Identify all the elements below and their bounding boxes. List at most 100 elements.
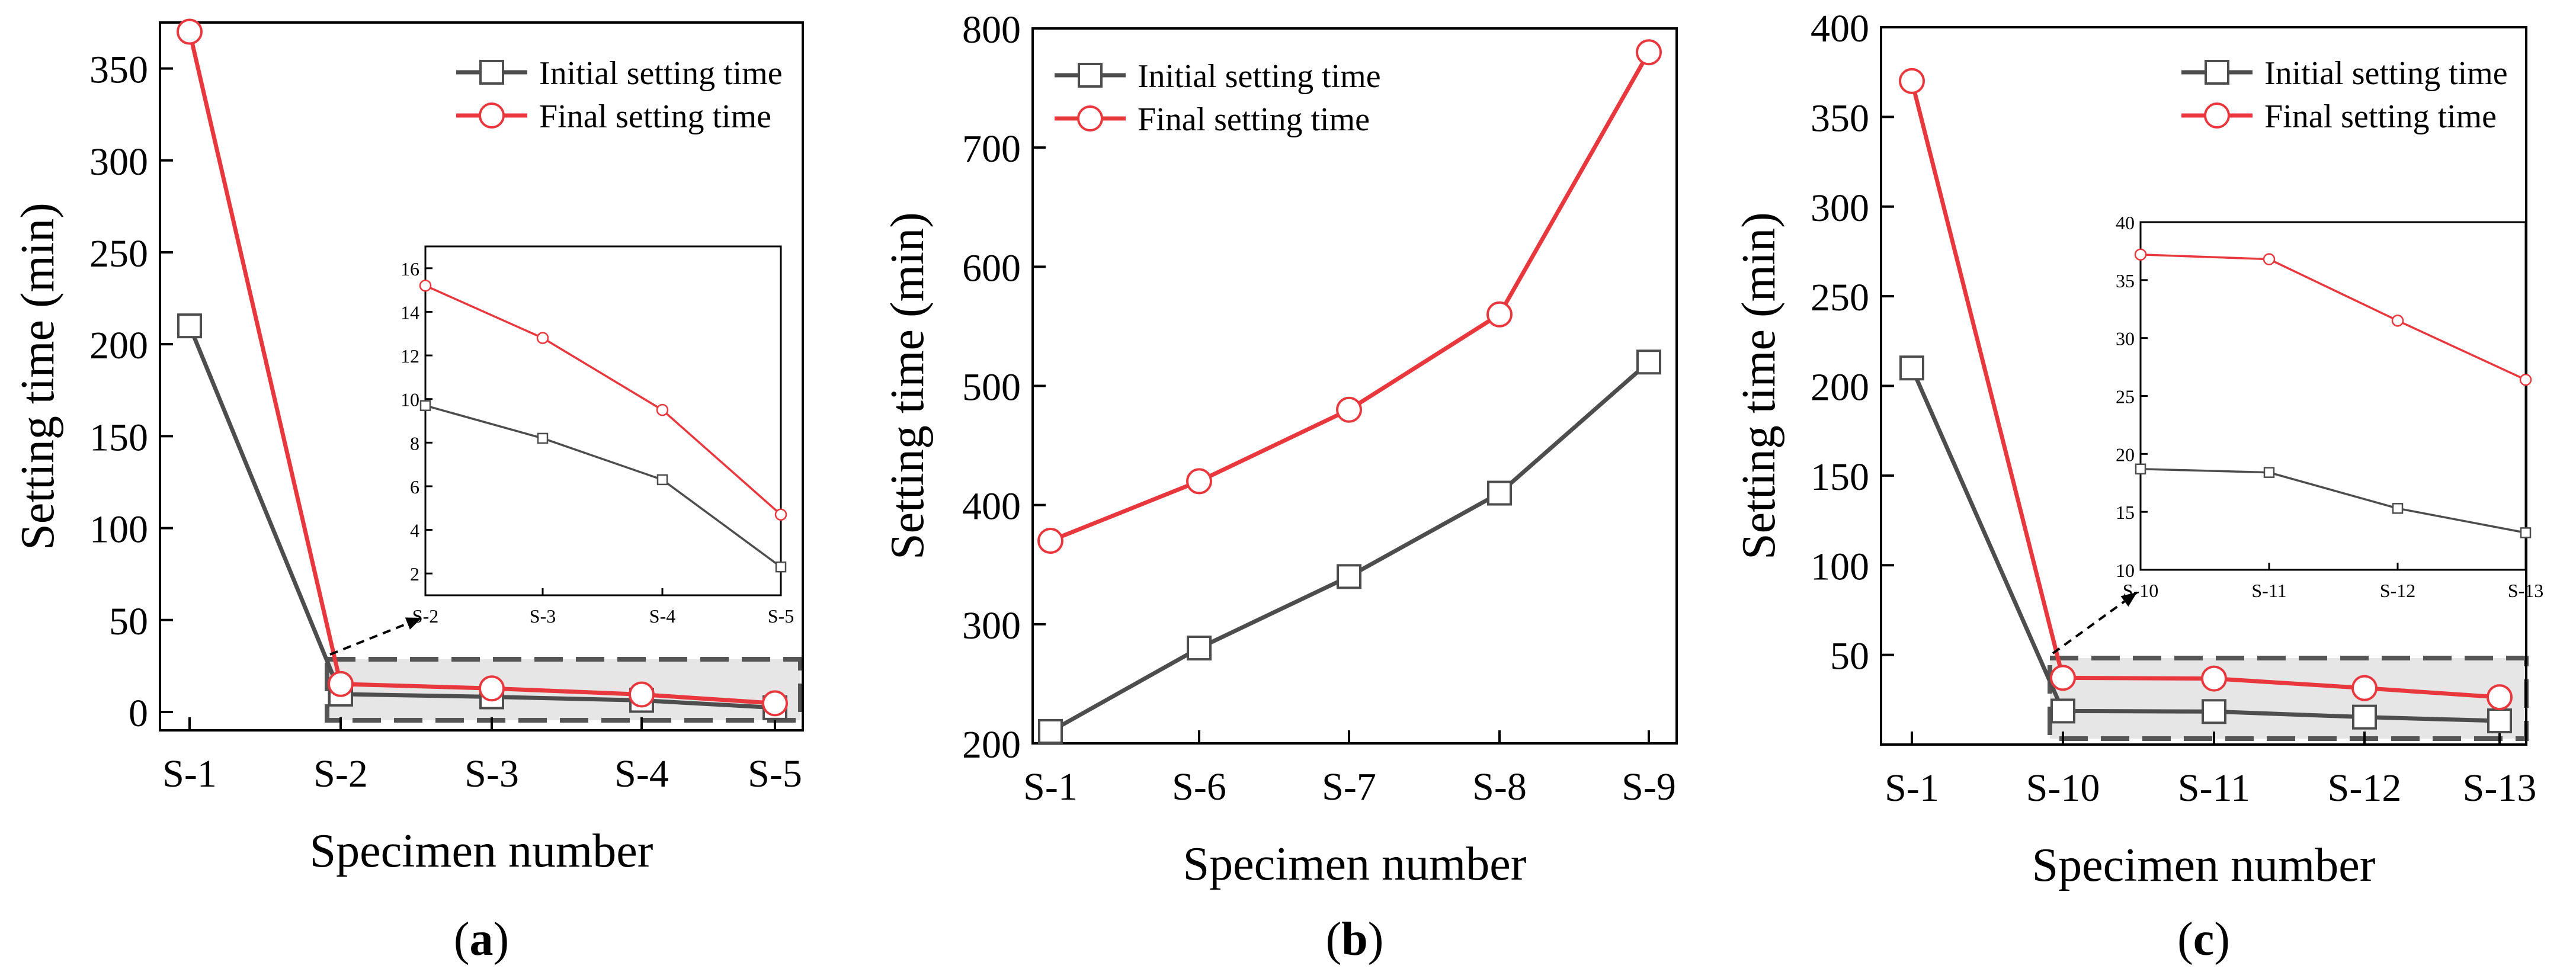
point-initial — [2050, 698, 2075, 724]
inset-y-tick-label: 6 — [410, 476, 419, 498]
y-tick-label: 700 — [962, 127, 1021, 171]
legend: Initial setting time Final setting time — [1055, 58, 1381, 138]
inset-y-tick-label: 10 — [401, 389, 419, 410]
x-axis-label: Specimen number — [310, 825, 653, 877]
x-tick-label: S-5 — [748, 752, 802, 795]
inset-point-initial — [775, 561, 787, 573]
inset-chart: 2 4 6 8 10 12 14 16 S-2 S-3 S-4 S-5 — [329, 245, 794, 656]
point-final — [479, 675, 505, 702]
inset-y-tick-label: 40 — [2116, 212, 2135, 233]
y-axis-label: Setting time (min) — [882, 212, 934, 560]
inset-x-tick-label: S-3 — [530, 605, 556, 627]
x-tick-label: S-10 — [2026, 766, 2100, 810]
chart-panel-a: 0 50 100 150 200 250 300 350 S-1 S-2 S-3 S-4 S-5 Spec… — [12, 18, 804, 965]
inset-y-tick-label: 16 — [401, 258, 419, 280]
x-axis-label: Specimen number — [1183, 838, 1527, 890]
chart-panel-b: 200 300 400 500 600 700 800 S-1 S-6 S-7 S-8 S-9 Spec… — [882, 8, 1678, 965]
panel-label: (a) — [454, 913, 509, 965]
point-initial — [1487, 480, 1512, 506]
inset-y-tick-label: 20 — [2116, 444, 2135, 465]
inset-point-initial — [2392, 503, 2404, 514]
y-tick-label: 0 — [129, 692, 148, 735]
y-axis-label: Setting time (min) — [12, 203, 64, 550]
y-tick-label: 300 — [89, 140, 148, 184]
point-final — [2487, 684, 2513, 711]
inset-point-initial — [656, 474, 668, 486]
x-tick-label: S-11 — [2178, 766, 2250, 810]
point-final — [2351, 675, 2378, 701]
panel-letter: b — [1341, 913, 1368, 965]
point-initial — [177, 313, 202, 339]
inset-point-initial — [2135, 463, 2146, 475]
inset-x-tick-label: S-12 — [2380, 580, 2415, 601]
zoom-arrow-head — [2120, 592, 2137, 607]
inset-point-final — [2391, 315, 2404, 327]
x-tick-label: S-8 — [1472, 765, 1527, 809]
legend-label: Initial setting time — [2264, 55, 2508, 92]
legend-marker-final — [2204, 102, 2230, 129]
y-tick-label: 250 — [89, 232, 148, 275]
legend-marker-final — [479, 102, 505, 129]
inset-frame — [424, 245, 782, 596]
legend-label: Final setting time — [2264, 98, 2497, 135]
y-tick-label: 300 — [1811, 187, 1869, 230]
inset-y-tick-label: 15 — [2116, 502, 2135, 523]
x-tick-label: S-1 — [1023, 765, 1078, 809]
x-tick-label: S-12 — [2328, 766, 2402, 810]
x-tick-label: S-1 — [1885, 766, 1939, 810]
y-tick-label: 800 — [962, 8, 1021, 52]
legend: Initial setting time Final setting time — [456, 55, 783, 135]
legend-marker-initial — [479, 60, 504, 85]
panel-letter: c — [2193, 913, 2215, 965]
inset-y-tick-label: 12 — [401, 345, 419, 367]
y-tick-label: 250 — [1811, 276, 1869, 319]
inset-series-line-final — [2140, 254, 2526, 381]
point-final — [1186, 468, 1212, 495]
point-final — [1899, 68, 1925, 94]
chart-panel-c: 50 100 150 200 250 300 350 400 S-1 S-10 S-11 S-12 S-… — [1733, 7, 2543, 965]
legend-marker-initial — [2205, 60, 2229, 85]
inset-x-tick-label: S-13 — [2508, 580, 2543, 601]
inset-point-final — [656, 403, 669, 416]
legend-marker-initial — [1078, 63, 1103, 88]
x-tick-label: S-3 — [464, 752, 519, 795]
legend-label: Initial setting time — [1138, 58, 1381, 95]
legend-marker-final — [1077, 105, 1103, 131]
y-tick-label: 300 — [962, 604, 1021, 647]
inset-series-line-final — [425, 284, 782, 516]
point-final — [1336, 396, 1362, 423]
x-tick-label: S-6 — [1172, 765, 1226, 809]
plot-frame — [159, 21, 804, 732]
inset-series-line-initial — [425, 405, 782, 568]
point-initial — [1636, 349, 1661, 375]
y-tick-label: 500 — [962, 366, 1021, 409]
y-tick-label: 350 — [89, 49, 148, 92]
legend-label: Initial setting time — [539, 55, 783, 92]
y-tick-label: 400 — [962, 485, 1021, 528]
legend-label: Final setting time — [539, 98, 771, 135]
x-tick-label: S-2 — [313, 752, 368, 795]
zoom-highlight-box — [2048, 656, 2529, 741]
y-tick-label: 50 — [1830, 635, 1869, 678]
y-tick-label: 400 — [1811, 7, 1869, 50]
y-axis-label: Setting time (min) — [1733, 212, 1785, 560]
y-tick-label: 100 — [1811, 545, 1869, 588]
point-final — [328, 671, 354, 697]
inset-point-initial — [2520, 527, 2532, 538]
zoom-arrow-line — [329, 617, 422, 656]
legend: Initial setting time Final setting time — [2181, 55, 2508, 135]
y-tick-label: 600 — [962, 246, 1021, 290]
point-initial — [1899, 355, 1924, 381]
x-tick-label: S-9 — [1622, 765, 1676, 809]
inset-x-tick-label: S-5 — [768, 605, 794, 627]
inset-point-initial — [2263, 467, 2275, 478]
inset-point-final — [419, 280, 432, 292]
point-initial — [2487, 708, 2512, 734]
inset-x-tick-label: S-11 — [2251, 580, 2286, 601]
point-final — [2201, 665, 2227, 692]
inset-x-tick-label: S-4 — [649, 605, 675, 627]
point-final — [629, 681, 655, 708]
panel-label: (b) — [1326, 913, 1384, 965]
inset-y-tick-label: 30 — [2116, 328, 2135, 349]
x-tick-label: S-4 — [614, 752, 669, 795]
